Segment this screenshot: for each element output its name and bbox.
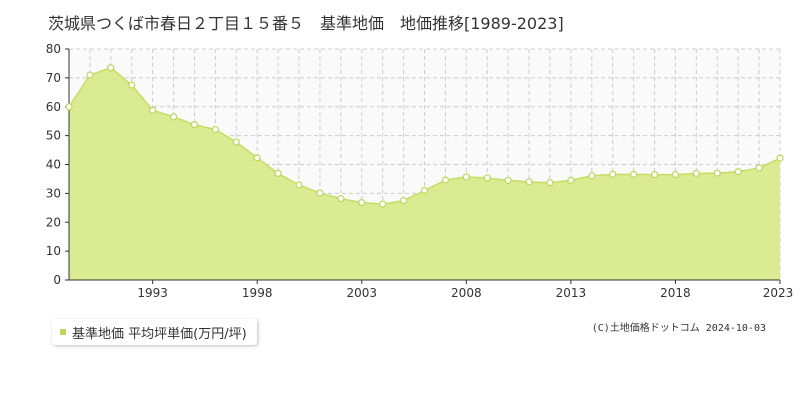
data-points: [65, 64, 784, 208]
data-point: [483, 174, 491, 182]
data-point: [274, 169, 282, 178]
x-tick-label: 1998: [242, 286, 273, 300]
data-point: [630, 170, 638, 178]
x-tick-labels: 1993 1998 2003 2008 2013 2018 2023: [137, 280, 793, 300]
x-tick-label: 2023: [763, 286, 794, 300]
data-point: [169, 113, 178, 121]
data-point: [441, 176, 450, 184]
data-point: [650, 171, 659, 179]
data-point: [420, 186, 429, 195]
y-tick-label: 20: [46, 215, 61, 229]
legend-label: 基準地価 平均坪単価(万円/坪): [72, 326, 247, 342]
x-tick-label: 2013: [556, 286, 587, 300]
y-tick-label: 50: [46, 129, 61, 143]
data-point: [504, 176, 512, 184]
data-point: [462, 173, 470, 181]
x-tick-label: 2003: [346, 286, 377, 300]
data-point: [86, 71, 94, 79]
data-point: [107, 64, 115, 72]
y-tick-label: 30: [46, 186, 61, 200]
y-tick-label: 70: [46, 71, 61, 85]
data-point: [358, 199, 366, 207]
data-point: [567, 176, 575, 184]
y-tick-labels: 0 10 20 30 40 50 60 70 80: [46, 42, 69, 287]
data-point: [149, 106, 157, 114]
data-point: [776, 154, 784, 162]
y-tick-label: 0: [53, 273, 61, 287]
data-point: [671, 171, 680, 179]
data-point: [755, 164, 763, 172]
data-point: [65, 103, 73, 111]
data-point: [399, 196, 408, 205]
x-tick-label: 1993: [137, 286, 168, 300]
x-tick-label: 2018: [660, 286, 691, 300]
data-point: [609, 170, 617, 178]
data-point: [128, 81, 136, 89]
x-tick-label: 2008: [451, 286, 482, 300]
series-area: [69, 67, 780, 281]
legend: 基準地価 平均坪単価(万円/坪): [52, 319, 257, 345]
data-point: [295, 181, 303, 189]
y-tick-label: 80: [46, 42, 61, 56]
chart-title: 茨城県つくば市春日２丁目１５番５ 基準地価 地価推移[1989-2023]: [48, 14, 564, 33]
data-point: [546, 179, 554, 187]
data-point: [253, 154, 261, 162]
copyright-text: (C)土地価格ドットコム 2024-10-03: [591, 323, 766, 334]
data-point: [734, 168, 742, 176]
data-point: [190, 121, 199, 129]
data-point: [379, 200, 387, 208]
data-point: [692, 169, 700, 178]
legend-marker-icon: [60, 329, 66, 335]
data-point: [525, 178, 533, 186]
y-tick-label: 60: [46, 100, 61, 114]
y-tick-label: 10: [46, 244, 61, 258]
data-point: [316, 189, 324, 197]
data-point: [211, 125, 219, 134]
data-point: [713, 169, 721, 177]
y-tick-label: 40: [46, 158, 61, 172]
data-point: [337, 194, 345, 203]
data-point: [232, 138, 240, 146]
data-point: [588, 172, 596, 180]
